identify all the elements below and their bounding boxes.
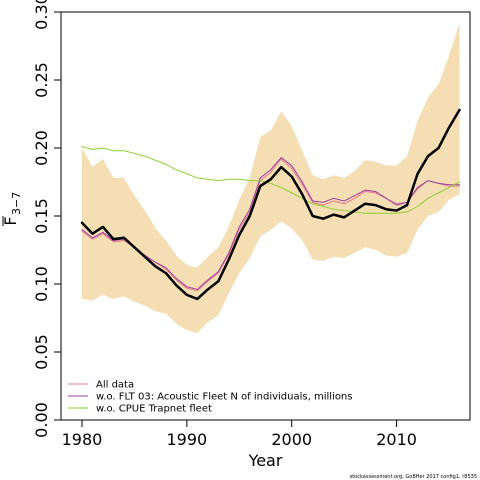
- y-tick-label: 0.15: [32, 198, 51, 234]
- y-axis-title: F 3−7: [1, 192, 23, 226]
- y-tick-label: 0.25: [32, 62, 51, 98]
- y-axis: 0.00 0.05 0.10 0.15 0.20 0.25 0.30: [32, 0, 62, 438]
- x-tick-label: 1990: [166, 430, 207, 449]
- series-line-3: [81, 146, 461, 214]
- y-axis-title-main: F: [1, 216, 20, 225]
- x-axis: 1980 1990 2000 2010: [62, 419, 417, 449]
- legend-entry: All data: [96, 380, 134, 391]
- y-tick-label: 0.05: [32, 334, 51, 370]
- y-axis-title-subscript: 3−7: [10, 192, 23, 215]
- x-tick-label: 2010: [376, 430, 417, 449]
- y-tick-label: 0.00: [32, 402, 51, 438]
- legend-entry: w.o. CPUE Trapnet fleet: [96, 404, 212, 415]
- series-line-0: [80, 108, 461, 301]
- x-axis-title: Year: [248, 451, 283, 470]
- y-tick-label: 0.30: [32, 0, 51, 30]
- y-tick-label: 0.10: [32, 266, 51, 302]
- x-tick-label: 2000: [271, 430, 312, 449]
- series-layer: [80, 108, 461, 301]
- legend-entry: w.o. FLT 03: Acoustic Fleet N of individ…: [96, 392, 352, 403]
- x-tick-label: 1980: [62, 430, 103, 449]
- footer-credit: stockassessment.org, GoBHer 2017 config1…: [350, 474, 477, 480]
- y-tick-label: 0.20: [32, 130, 51, 166]
